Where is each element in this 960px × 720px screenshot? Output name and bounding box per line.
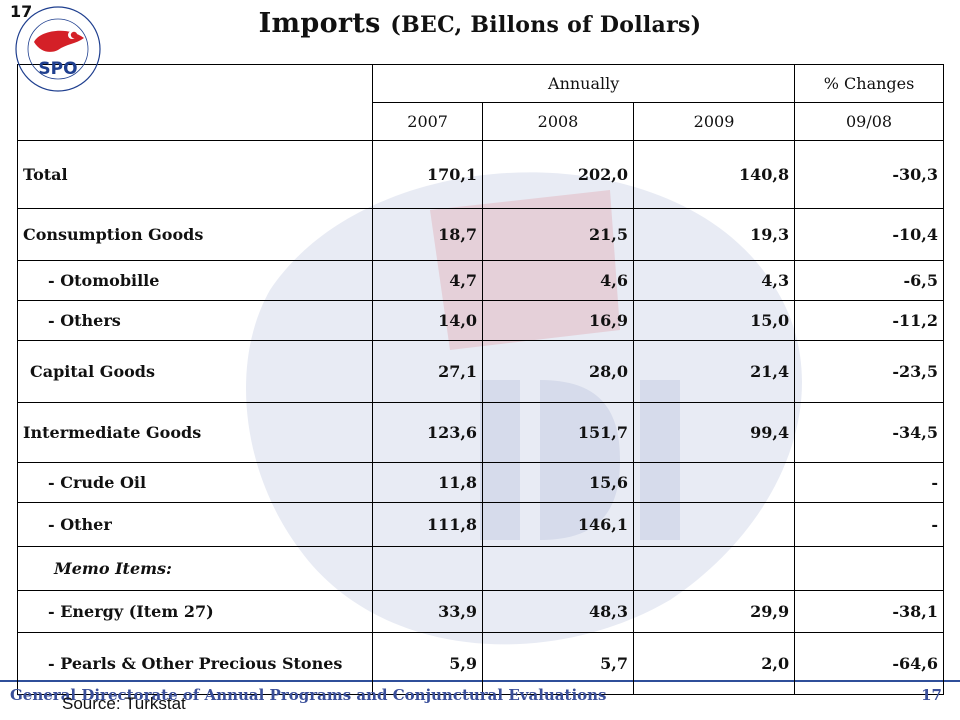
cell-value: 111,8 bbox=[372, 502, 484, 547]
cell-value: 140,8 bbox=[632, 140, 796, 209]
year-2007: 2007 bbox=[372, 102, 484, 141]
row-label: - Other bbox=[16, 502, 374, 547]
cell-value: 170,1 bbox=[372, 140, 484, 209]
table-row: Total 170,1 202,0 140,8 -30,3 bbox=[16, 140, 944, 209]
cell-value: 15,0 bbox=[632, 300, 796, 341]
table-row: - Pearls & Other Precious Stones 5,9 5,7… bbox=[16, 632, 944, 695]
cell-value: 4,7 bbox=[372, 260, 484, 301]
table-row: Consumption Goods 18,7 21,5 19,3 -10,4 bbox=[16, 208, 944, 261]
cell-value bbox=[372, 546, 484, 591]
page-number-top: 17 bbox=[10, 2, 33, 21]
row-label: - Others bbox=[16, 300, 374, 341]
table-row: Capital Goods 27,1 28,0 21,4 -23,5 bbox=[16, 340, 944, 403]
table-row: - Others 14,0 16,9 15,0 -11,2 bbox=[16, 300, 944, 341]
imports-table: Annually % Changes 2007 2008 2009 09/08 … bbox=[16, 64, 944, 695]
cell-value: -10,4 bbox=[794, 208, 944, 261]
cell-value: 18,7 bbox=[372, 208, 484, 261]
spo-logo: SPO bbox=[15, 6, 101, 92]
cell-value: 19,3 bbox=[632, 208, 796, 261]
footer-text: General Directorate of Annual Programs a… bbox=[10, 686, 607, 704]
cell-value: 146,1 bbox=[482, 502, 634, 547]
row-label: Consumption Goods bbox=[16, 208, 374, 261]
page-number-footer: 17 bbox=[921, 686, 942, 704]
cell-value: 15,6 bbox=[482, 462, 634, 503]
year-change: 09/08 bbox=[794, 102, 944, 141]
title-sub: (BEC, Billons of Dollars) bbox=[390, 12, 702, 38]
cell-value: 48,3 bbox=[482, 590, 634, 633]
cell-value bbox=[482, 546, 634, 591]
cell-value: 4,6 bbox=[482, 260, 634, 301]
year-2008: 2008 bbox=[482, 102, 634, 141]
cell-value: 28,0 bbox=[482, 340, 634, 403]
cell-value: - bbox=[794, 502, 944, 547]
cell-value: -11,2 bbox=[794, 300, 944, 341]
table-row: - Other 111,8 146,1 - bbox=[16, 502, 944, 547]
table-row: - Otomobille 4,7 4,6 4,3 -6,5 bbox=[16, 260, 944, 301]
cell-value bbox=[632, 462, 796, 503]
cell-value: 14,0 bbox=[372, 300, 484, 341]
table-row: Intermediate Goods 123,6 151,7 99,4 -34,… bbox=[16, 402, 944, 463]
page-title: Imports (BEC, Billons of Dollars) bbox=[0, 8, 960, 39]
row-label: Capital Goods bbox=[16, 340, 374, 403]
header-annually: Annually bbox=[372, 64, 796, 103]
cell-value: 16,9 bbox=[482, 300, 634, 341]
row-label: Memo Items: bbox=[16, 546, 374, 591]
header-changes: % Changes bbox=[794, 64, 944, 103]
cell-value: -23,5 bbox=[794, 340, 944, 403]
cell-value bbox=[632, 502, 796, 547]
logo-text: SPO bbox=[38, 59, 77, 79]
cell-value: -30,3 bbox=[794, 140, 944, 209]
table-row: - Energy (Item 27) 33,9 48,3 29,9 -38,1 bbox=[16, 590, 944, 633]
header-row: Annually % Changes bbox=[16, 64, 944, 141]
row-label: Intermediate Goods bbox=[16, 402, 374, 463]
cell-value: 151,7 bbox=[482, 402, 634, 463]
table-row: Memo Items: bbox=[16, 546, 944, 591]
source-note: Source: Turkstat bbox=[62, 694, 186, 713]
cell-value: 11,8 bbox=[372, 462, 484, 503]
row-label: - Otomobille bbox=[16, 260, 374, 301]
title-main: Imports bbox=[258, 8, 381, 39]
cell-value: -34,5 bbox=[794, 402, 944, 463]
cell-value: -64,6 bbox=[794, 632, 944, 695]
row-label: - Crude Oil bbox=[16, 462, 374, 503]
cell-value: 21,4 bbox=[632, 340, 796, 403]
cell-value: 4,3 bbox=[632, 260, 796, 301]
cell-value: 99,4 bbox=[632, 402, 796, 463]
cell-value: 2,0 bbox=[632, 632, 796, 695]
cell-value: 29,9 bbox=[632, 590, 796, 633]
row-label: Total bbox=[16, 140, 374, 209]
cell-value: 21,5 bbox=[482, 208, 634, 261]
cell-value bbox=[794, 546, 944, 591]
year-2009: 2009 bbox=[632, 102, 796, 141]
cell-value: -6,5 bbox=[794, 260, 944, 301]
cell-value: 27,1 bbox=[372, 340, 484, 403]
cell-value bbox=[632, 546, 796, 591]
cell-value: 123,6 bbox=[372, 402, 484, 463]
row-label: - Energy (Item 27) bbox=[16, 590, 374, 633]
cell-value: - bbox=[794, 462, 944, 503]
table-row: - Crude Oil 11,8 15,6 - bbox=[16, 462, 944, 503]
cell-value: 202,0 bbox=[482, 140, 634, 209]
row-label: - Pearls & Other Precious Stones bbox=[16, 632, 374, 695]
cell-value: 33,9 bbox=[372, 590, 484, 633]
year-row: 2007 2008 2009 09/08 bbox=[18, 102, 944, 141]
cell-value: 5,7 bbox=[482, 632, 634, 695]
cell-value: -38,1 bbox=[794, 590, 944, 633]
